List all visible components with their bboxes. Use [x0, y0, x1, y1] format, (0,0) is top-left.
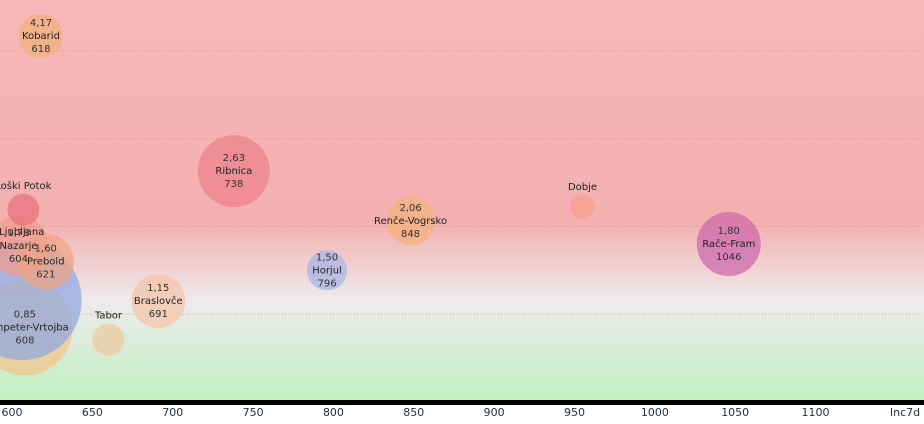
x-tick-label: 800 [323, 406, 344, 419]
bubble [386, 197, 435, 246]
x-tick-label: 850 [403, 406, 424, 419]
bubble [18, 13, 63, 58]
value-label: 1,80 [718, 226, 740, 237]
bubble-name: Prebold [27, 257, 65, 268]
value-label: 2,06 [399, 203, 421, 214]
bubble-name: Renče-Vogrsko [374, 215, 447, 227]
x-value-label: 608 [15, 335, 34, 346]
x-tick-label: 900 [484, 406, 505, 419]
x-tick-label: 600 [2, 406, 23, 419]
bubble-name: Braslovče [134, 295, 183, 307]
x-value-label: 604 [9, 254, 28, 265]
bubble-name: Kobarid [22, 31, 60, 42]
value-label: 1,50 [316, 252, 338, 263]
bubble-name: Ribnica [215, 166, 252, 177]
value-label: 1,15 [147, 283, 169, 294]
bubble-name: Nazarje [0, 241, 37, 252]
x-axis [0, 400, 924, 405]
bubble-name: Ljubljana [0, 227, 44, 238]
x-tick-label: 750 [243, 406, 264, 419]
bubble [131, 274, 186, 329]
x-tick-label: 1050 [721, 406, 749, 419]
plot-background [0, 0, 924, 402]
bubble [307, 250, 348, 291]
x-value-label: 1046 [716, 252, 741, 263]
bubble-name: Rače-Fram [702, 238, 755, 250]
x-value-label: 796 [317, 278, 336, 289]
bubble [17, 233, 74, 290]
x-axis-label: Inc7d [890, 406, 920, 419]
x-tick-label: 700 [162, 406, 183, 419]
x-value-label: 621 [36, 270, 55, 281]
bubble-name: Horjul [312, 265, 342, 276]
value-label: 0,85 [14, 309, 36, 320]
bubble-name: Loški Potok [0, 180, 52, 192]
x-tick-label: 650 [82, 406, 103, 419]
value-label: 1,60 [35, 244, 57, 255]
bubble-name: Tabor [94, 311, 123, 322]
x-value-label: 618 [31, 44, 50, 55]
bubble [570, 195, 595, 220]
bubble-name: Dobje [568, 182, 597, 193]
x-value-label: 848 [401, 229, 420, 240]
x-tick-label: 950 [564, 406, 585, 419]
x-tick-label: 1100 [802, 406, 830, 419]
bubble [197, 135, 270, 208]
value-label: 1,78 [7, 228, 29, 239]
bubble [7, 193, 40, 226]
bubble [696, 212, 761, 277]
x-value-label: 738 [224, 179, 243, 190]
bubble-name: Šempeter-Vrtojba [0, 320, 69, 333]
x-value-label: 691 [149, 309, 168, 320]
x-tick-label: 1000 [641, 406, 669, 419]
value-label: 2,63 [223, 153, 245, 164]
value-label: 4,17 [30, 18, 52, 29]
bubble [92, 323, 125, 356]
